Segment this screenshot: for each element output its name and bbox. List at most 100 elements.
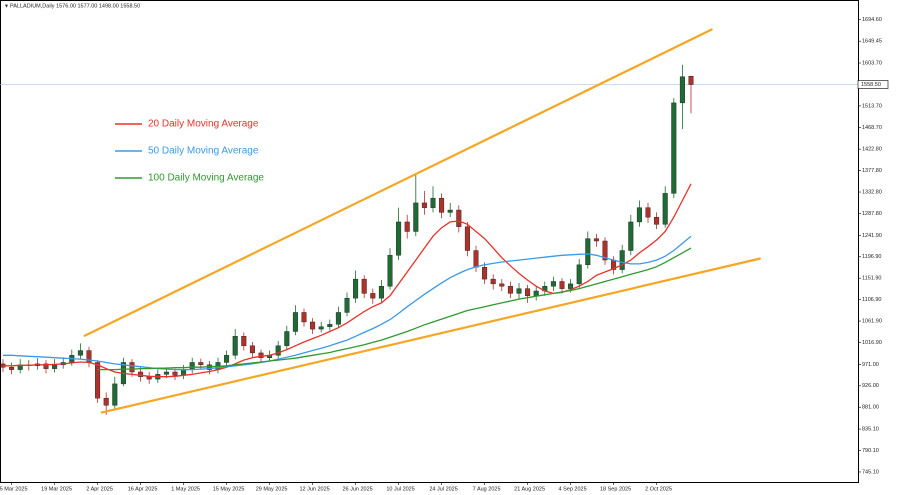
candle-body: [344, 297, 350, 313]
candle-body: [559, 281, 565, 289]
candle-body: [447, 209, 453, 213]
candle-body: [258, 352, 264, 358]
trendline: [83, 28, 713, 337]
x-tick-label: 18 Sep 2025: [600, 486, 631, 492]
candle-body: [224, 355, 230, 363]
candle-body: [353, 278, 359, 299]
y-tick-label: 1106.90: [862, 297, 881, 303]
candle-body: [456, 209, 462, 227]
y-tick-label: 1422.80: [862, 147, 882, 153]
candle-body: [335, 312, 341, 325]
candle-body: [370, 293, 376, 299]
x-tick-label: 12 Jun 2025: [299, 486, 329, 492]
candle-body: [9, 367, 15, 370]
candle-body: [163, 371, 169, 375]
candle-body: [602, 240, 608, 261]
moving-average-line: [97, 247, 692, 371]
candle-body: [310, 321, 316, 330]
candle-body: [662, 193, 668, 225]
candle-body: [490, 278, 496, 285]
candle-body: [284, 331, 290, 346]
x-tick-label: 5 Mar 2025: [0, 486, 28, 492]
candle-body: [103, 397, 109, 406]
x-tick-label: 15 May 2025: [213, 486, 245, 492]
candle-body: [232, 336, 238, 356]
candle-body: [172, 371, 178, 376]
candle-body: [275, 345, 281, 356]
candle-body: [671, 102, 677, 194]
candle-body: [129, 362, 135, 373]
candle-body: [507, 286, 513, 294]
candle-body: [198, 362, 204, 366]
candle-body: [52, 364, 58, 369]
candle-body: [439, 197, 445, 213]
candle-body: [387, 255, 393, 287]
candle-body: [181, 369, 187, 376]
y-tick-label: 1016.90: [862, 340, 882, 346]
x-tick-label: 16 Apr 2025: [128, 486, 158, 492]
candle-body: [378, 286, 384, 299]
y-tick-label: 1241.90: [862, 233, 882, 239]
candle-body: [533, 290, 539, 296]
candle-body: [413, 202, 419, 232]
candle-body: [679, 76, 685, 104]
candle-body: [361, 278, 367, 294]
x-tick-label: 10 Jul 2025: [386, 486, 414, 492]
candle-body: [645, 207, 651, 218]
moving-average-line: [3, 183, 692, 378]
candle-body: [138, 371, 144, 377]
candle-body: [95, 362, 101, 399]
candle-body: [327, 324, 333, 327]
candle-body: [688, 76, 694, 85]
y-tick-label: 1196.90: [862, 254, 881, 260]
candle-body: [301, 312, 307, 323]
candle-body: [43, 363, 49, 369]
trendline: [100, 257, 761, 414]
candle-body: [576, 264, 582, 285]
candle-body: [516, 288, 522, 294]
candle-body: [404, 221, 410, 232]
candle-body: [318, 326, 324, 330]
candle-body: [525, 288, 531, 296]
y-tick-label: 1603.70: [862, 60, 882, 66]
candle-body: [396, 221, 402, 256]
y-tick-label: 1061.90: [862, 319, 882, 325]
y-tick-label: 745.10: [862, 469, 879, 475]
candle-body: [636, 207, 642, 223]
legend-label: 50 Daily Moving Average: [148, 146, 259, 157]
candle-body: [249, 345, 255, 354]
candle-body: [189, 362, 195, 370]
y-tick-label: 1151.90: [862, 276, 881, 282]
x-tick-label: 19 Mar 2025: [41, 486, 72, 492]
candle-body: [112, 383, 118, 406]
x-tick-label: 24 Jul 2025: [429, 486, 457, 492]
x-tick-label: 2 Oct 2025: [645, 486, 672, 492]
y-tick-label: 1377.80: [862, 168, 882, 174]
legend-label: 100 Daily Moving Average: [148, 173, 264, 184]
candle-body: [568, 283, 574, 289]
legend-label: 20 Daily Moving Average: [148, 119, 259, 130]
y-tick-label: 1332.80: [862, 189, 882, 195]
candle-body: [585, 238, 591, 266]
last-price-label: 1558.50: [861, 82, 881, 88]
candle-body: [430, 197, 436, 208]
last-price-box: [857, 80, 889, 89]
y-tick-label: 1649.45: [862, 39, 882, 45]
candle-body: [421, 202, 427, 208]
candle-body: [464, 226, 470, 251]
candle-body: [482, 266, 488, 280]
collapse-arrow: ▼: [4, 3, 9, 9]
x-tick-label: 26 Jun 2025: [342, 486, 372, 492]
candle-body: [77, 350, 83, 356]
y-tick-label: 881.00: [862, 405, 879, 411]
candle-body: [499, 283, 505, 287]
y-tick-label: 926.00: [862, 383, 879, 389]
chart-title: PALLADIUM,Daily 1576.00 1577.00 1498.00 …: [10, 3, 140, 9]
candle-body: [146, 376, 152, 380]
y-tick-label: 835.10: [862, 427, 879, 433]
x-tick-label: 4 Sep 2025: [559, 486, 587, 492]
y-tick-label: 790.10: [862, 448, 879, 454]
x-tick-label: 29 May 2025: [256, 486, 288, 492]
